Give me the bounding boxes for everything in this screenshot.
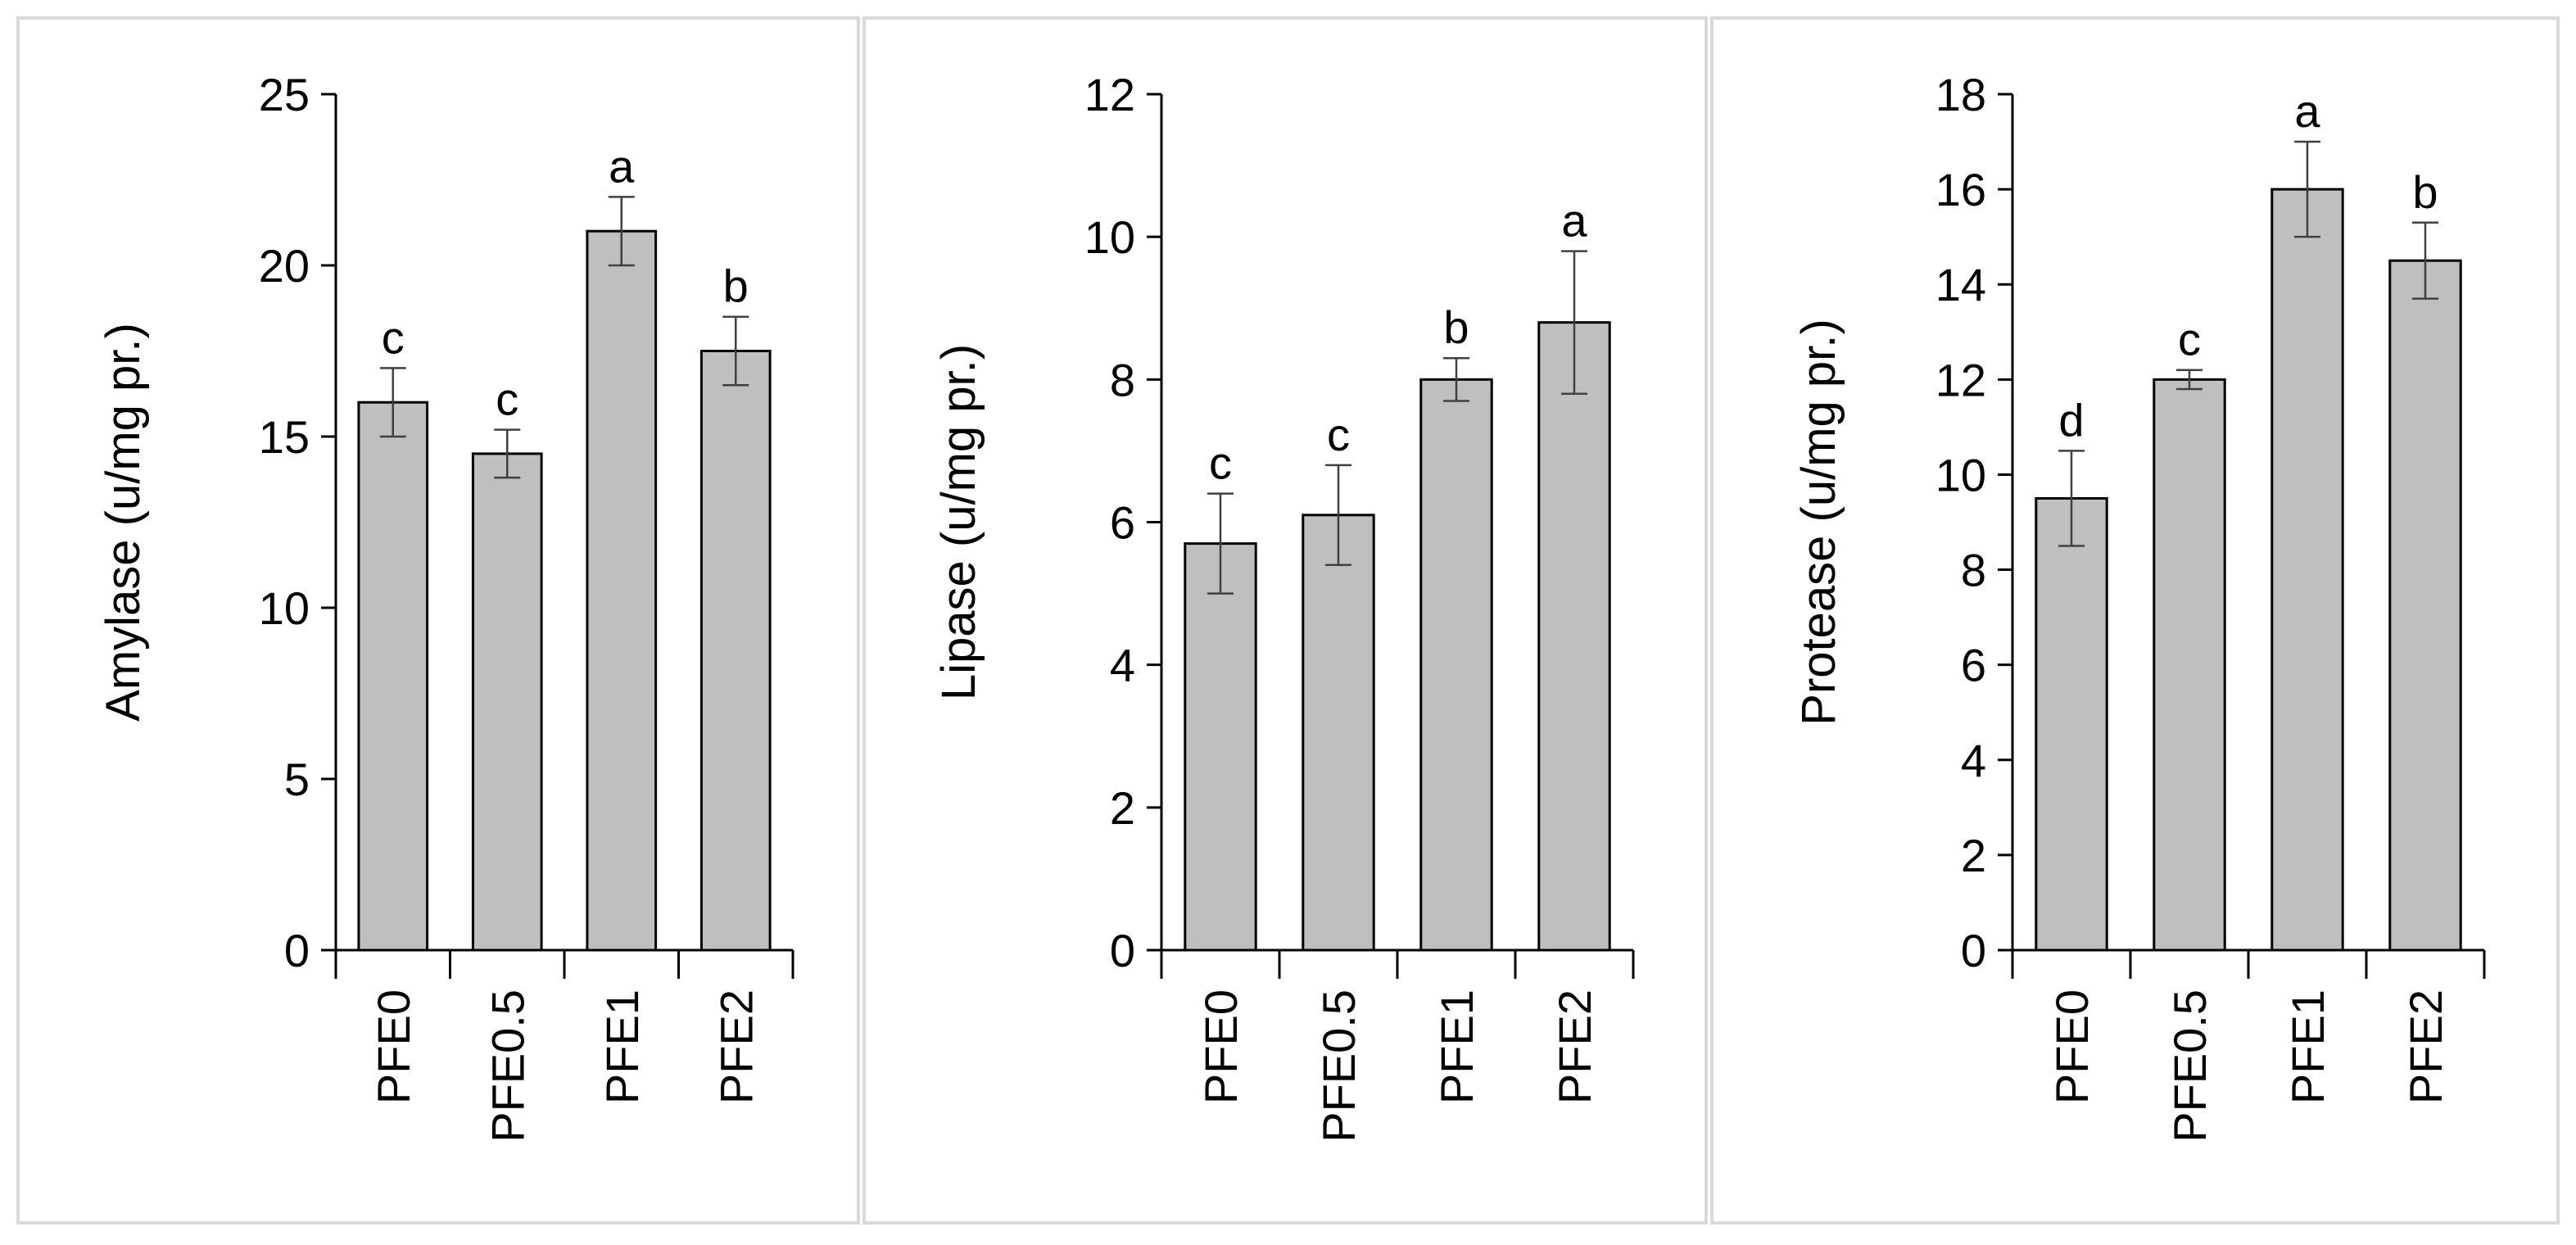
- y-tick-label-amylase: 0: [284, 925, 310, 976]
- significance-label-lipase-PFE0.5: c: [1327, 409, 1350, 460]
- significance-label-lipase-PFE2: a: [1561, 195, 1587, 247]
- bar-amylase-PFE2: [699, 350, 772, 952]
- y-tick-label-protease: 16: [1935, 164, 1986, 215]
- significance-label-amylase-PFE2: b: [723, 260, 749, 312]
- bar-lipase-PFE0.5: [1302, 514, 1375, 952]
- significance-label-amylase-PFE0: c: [382, 311, 405, 363]
- y-tick-label-protease: 2: [1961, 830, 1986, 881]
- significance-label-protease-PFE1: a: [2294, 85, 2320, 137]
- y-tick-label-amylase: 10: [259, 582, 310, 634]
- y-tick-label-amylase: 5: [284, 754, 310, 805]
- y-axis-title-amylase: Amylase (u/mg pr.): [97, 323, 150, 722]
- category-label-protease-PFE0.5: PFE0.5: [2164, 989, 2216, 1143]
- y-tick-label-amylase: 15: [259, 411, 310, 463]
- y-tick-label-protease: 12: [1935, 354, 1986, 405]
- bar-lipase-PFE1: [1419, 378, 1493, 952]
- significance-label-lipase-PFE1: b: [1443, 301, 1469, 353]
- y-tick-label-lipase: 0: [1110, 925, 1135, 976]
- y-tick-label-lipase: 4: [1110, 640, 1135, 691]
- significance-label-protease-PFE0: d: [2058, 394, 2084, 446]
- y-tick-label-lipase: 6: [1110, 497, 1135, 549]
- bar-amylase-PFE1: [586, 229, 658, 952]
- category-label-amylase-PFE2: PFE2: [710, 989, 762, 1104]
- y-tick-label-protease: 10: [1935, 449, 1986, 500]
- category-label-protease-PFE0: PFE0: [2046, 989, 2098, 1104]
- significance-label-lipase-PFE0: c: [1209, 437, 1232, 489]
- y-tick-label-protease: 6: [1961, 640, 1986, 691]
- y-tick-label-protease: 4: [1961, 735, 1986, 786]
- category-label-amylase-PFE1: PFE1: [596, 989, 648, 1104]
- bar-lipase-PFE2: [1537, 321, 1611, 952]
- y-axis-title-lipase: Lipase (u/mg pr.): [932, 344, 985, 700]
- category-label-amylase-PFE0.5: PFE0.5: [482, 989, 533, 1143]
- category-label-lipase-PFE0: PFE0: [1195, 989, 1247, 1104]
- bar-lipase-PFE0: [1184, 542, 1257, 952]
- y-tick-label-protease: 14: [1935, 259, 1986, 310]
- y-tick-label-protease: 8: [1961, 545, 1986, 596]
- bar-amylase-PFE0.5: [471, 452, 543, 952]
- category-label-lipase-PFE2: PFE2: [1549, 989, 1600, 1104]
- y-tick-label-lipase: 12: [1084, 69, 1135, 120]
- category-label-protease-PFE2: PFE2: [2400, 989, 2452, 1104]
- bar-protease-PFE1: [2270, 188, 2344, 952]
- significance-label-protease-PFE0.5: c: [2178, 314, 2201, 365]
- y-tick-label-amylase: 25: [259, 69, 310, 120]
- significance-label-amylase-PFE0.5: c: [496, 374, 518, 425]
- y-tick-label-protease: 18: [1935, 69, 1986, 120]
- category-label-lipase-PFE0.5: PFE0.5: [1313, 989, 1365, 1143]
- y-tick-label-lipase: 10: [1084, 211, 1135, 263]
- category-label-amylase-PFE0: PFE0: [368, 989, 419, 1104]
- significance-label-protease-PFE2: b: [2412, 166, 2438, 218]
- bar-protease-PFE2: [2388, 259, 2462, 952]
- category-label-protease-PFE1: PFE1: [2282, 989, 2334, 1104]
- y-axis-title-protease: Protease (u/mg pr.): [1792, 319, 1845, 725]
- bar-amylase-PFE0: [357, 401, 429, 952]
- y-tick-label-lipase: 2: [1110, 782, 1135, 834]
- bar-protease-PFE0.5: [2153, 378, 2226, 952]
- significance-label-amylase-PFE1: a: [609, 140, 635, 192]
- y-tick-label-protease: 0: [1961, 925, 1986, 976]
- category-label-lipase-PFE1: PFE1: [1431, 989, 1483, 1104]
- y-tick-label-lipase: 8: [1110, 354, 1135, 405]
- bar-protease-PFE0: [2035, 496, 2108, 952]
- y-tick-label-amylase: 20: [259, 240, 310, 292]
